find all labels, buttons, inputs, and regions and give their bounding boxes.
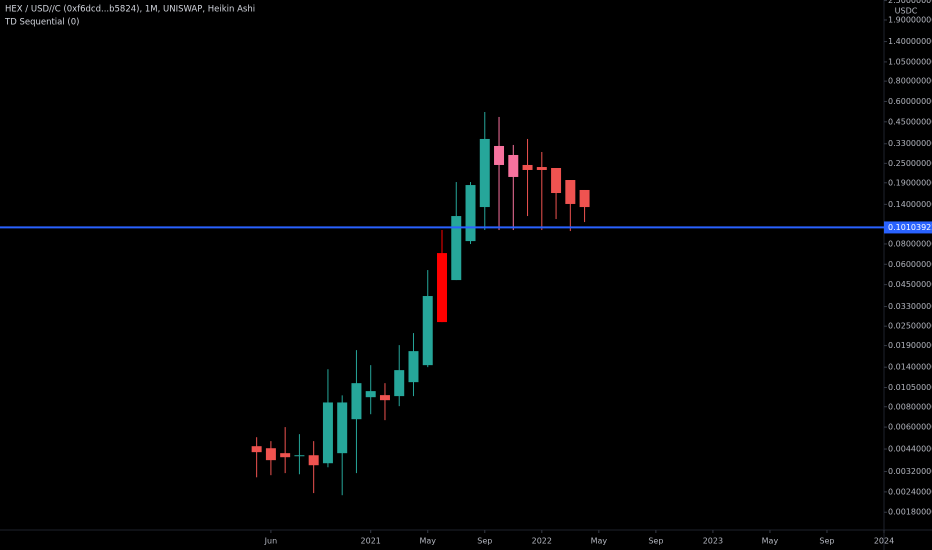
x-tick-label: 2021	[361, 537, 381, 546]
candle-body	[536, 167, 547, 170]
x-tick-label: May	[419, 537, 436, 546]
candle-body	[280, 453, 291, 458]
y-tick-label: 0.25000000	[888, 159, 932, 168]
price-label-box	[884, 221, 932, 234]
y-tick-label: 0.00600000	[888, 423, 932, 432]
chart-title: HEX / USD//C (0xf6dcd...b5824), 1M, UNIS…	[5, 5, 255, 15]
x-tick-label: May	[591, 537, 608, 546]
y-tick-label: 0.01900000	[888, 341, 932, 350]
y-tick-label: 0.08000000	[888, 239, 932, 248]
y-tick-label: 0.45000000	[888, 117, 932, 126]
x-tick-label: Jun	[264, 537, 278, 546]
y-tick-label: 0.01400000	[888, 363, 932, 372]
candle-body	[265, 448, 276, 461]
y-tick-label: 0.03300000	[888, 302, 932, 311]
candle-body	[465, 185, 476, 242]
candle-body	[522, 164, 533, 170]
candle-body	[322, 402, 333, 464]
y-axis-unit: USDC	[895, 7, 918, 16]
x-tick-label: Sep	[648, 537, 663, 546]
y-tick-label: 0.04500000	[888, 280, 932, 289]
candle-body	[394, 370, 405, 397]
y-tick-label: 0.19000000	[888, 178, 932, 187]
indicator-label: TD Sequential (0)	[4, 18, 79, 28]
candle-body	[508, 154, 519, 177]
candle-body	[294, 455, 305, 457]
y-tick-label: 0.00240000	[888, 487, 932, 496]
y-tick-label: 0.80000000	[888, 77, 932, 86]
price-label: 0.10103922	[888, 223, 932, 232]
candle-body	[422, 296, 433, 366]
candle-body	[479, 138, 490, 208]
y-tick-label: 0.01050000	[888, 383, 932, 392]
candle-body	[308, 455, 319, 466]
candle-body	[365, 391, 376, 398]
candle-body	[351, 383, 362, 420]
y-tick-label: 0.60000000	[888, 97, 932, 106]
x-tick-label: Sep	[819, 537, 834, 546]
candle-body	[337, 402, 348, 454]
y-tick-label: 0.02500000	[888, 322, 932, 331]
x-tick-label: Sep	[477, 537, 492, 546]
candle-body	[494, 145, 505, 165]
y-tick-label: 0.14000000	[888, 200, 932, 209]
y-tick-label: 1.05000000	[888, 57, 932, 66]
candle-body	[551, 167, 562, 194]
y-tick-label: 0.33000000	[888, 139, 932, 148]
candle-body	[251, 446, 262, 453]
y-tick-label: 0.00800000	[888, 402, 932, 411]
x-tick-label: 2022	[532, 537, 552, 546]
x-tick-label: 2024	[874, 537, 894, 546]
candle-body	[451, 216, 462, 281]
y-tick-label: 1.90000000	[888, 15, 932, 24]
candle-body	[579, 189, 590, 208]
y-tick-label: 0.00320000	[888, 467, 932, 476]
y-tick-label: 0.00440000	[888, 445, 932, 454]
y-tick-label: 0.00180000	[888, 508, 932, 517]
y-tick-label: 1.40000000	[888, 37, 932, 46]
candle-body	[379, 395, 390, 401]
candle-body	[437, 253, 447, 323]
candle-body	[408, 351, 419, 383]
y-tick-label: 0.06000000	[888, 260, 932, 269]
y-tick-label: 2.50000000	[888, 0, 932, 5]
x-tick-label: May	[762, 537, 779, 546]
x-tick-label: 2023	[703, 537, 723, 546]
candle-body	[565, 180, 576, 204]
